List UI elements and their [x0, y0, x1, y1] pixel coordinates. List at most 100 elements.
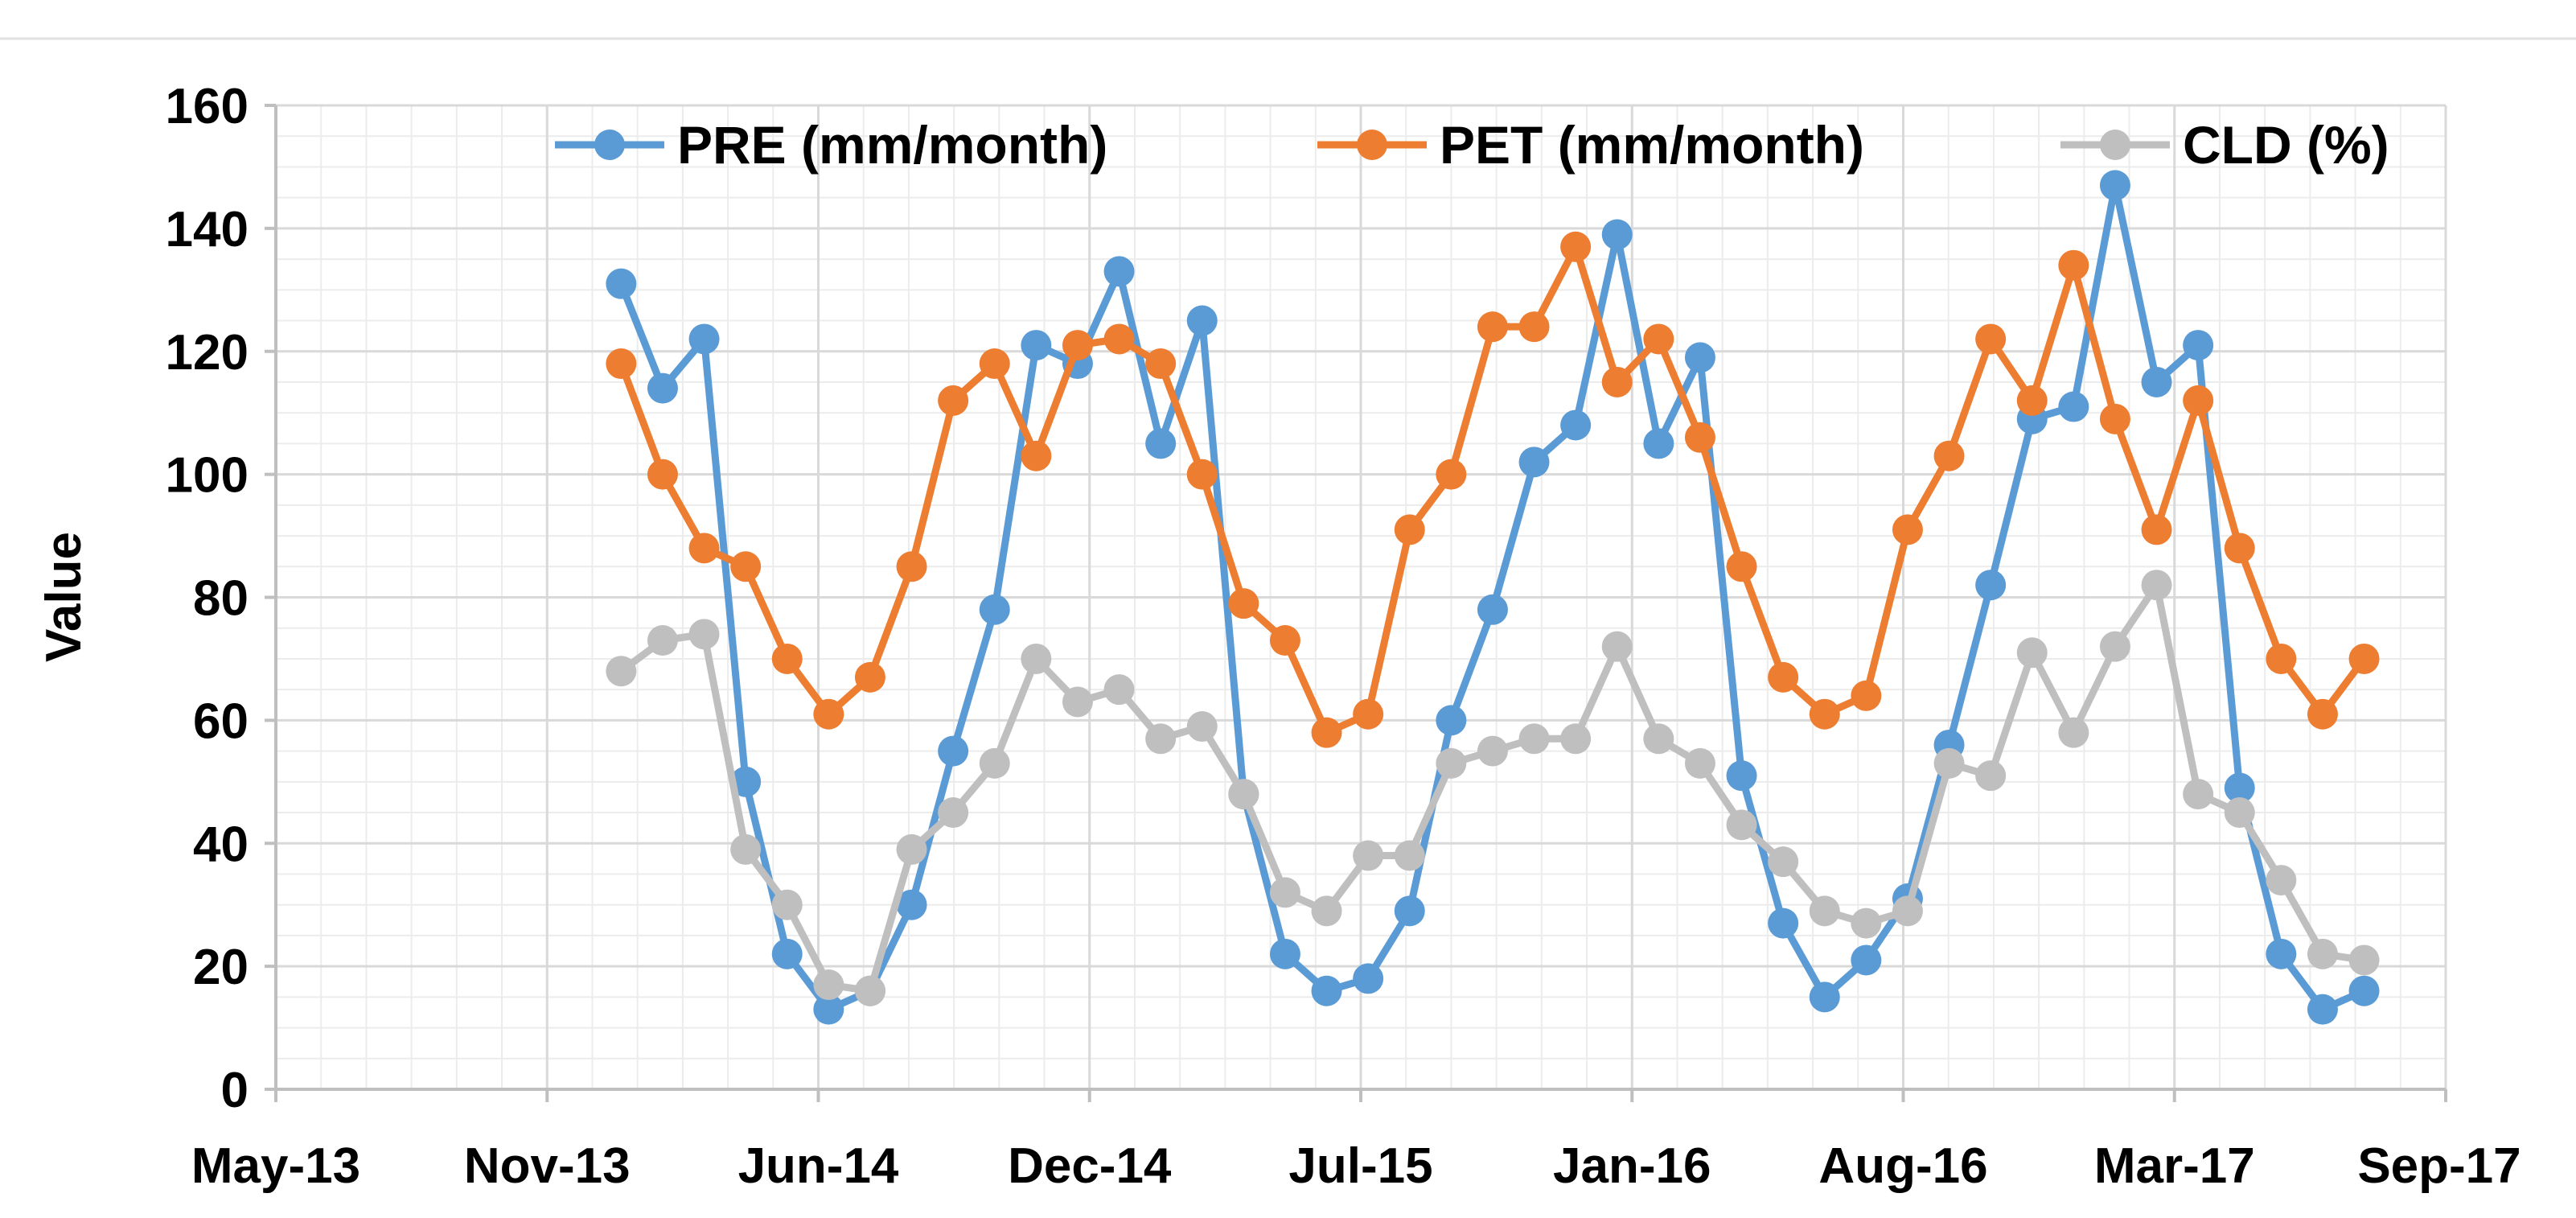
- data-point-cld: [1768, 846, 1799, 878]
- x-tick-labels: May-13 Nov-13 Jun-14 Dec-14 Jul-15 Jan-16 Aug-…: [191, 1138, 2521, 1194]
- data-point-pre: [771, 938, 803, 969]
- data-point-pet: [1726, 551, 1757, 582]
- axes: [265, 104, 2447, 1102]
- data-point-cld: [1560, 723, 1592, 755]
- data-point-cld: [2058, 717, 2089, 748]
- data-point-pet: [2058, 249, 2089, 281]
- data-point-pet: [979, 348, 1010, 380]
- data-point-cld: [1975, 760, 2007, 792]
- data-point-pet: [1768, 661, 1799, 693]
- data-point-pet: [1809, 698, 1840, 730]
- data-point-pet: [2099, 403, 2130, 434]
- legend-marker-pet: [1357, 130, 1387, 160]
- data-point-cld: [730, 833, 762, 865]
- legend-label-pre: PRE (mm/month): [677, 115, 1107, 175]
- data-point-cld: [979, 747, 1010, 779]
- data-point-pet: [1103, 323, 1135, 355]
- series-cld: [606, 570, 2380, 1006]
- data-point-cld: [1892, 895, 1923, 927]
- data-point-pet: [647, 459, 678, 490]
- data-point-pet: [2348, 643, 2380, 674]
- data-point-cld: [1809, 895, 1840, 927]
- x-tick-label: Sep-17: [2357, 1138, 2521, 1194]
- data-point-pet: [1892, 514, 1923, 545]
- legend-label-pet: PET (mm/month): [1440, 115, 1864, 175]
- data-point-pre: [1518, 446, 1550, 478]
- data-point-pre: [606, 268, 637, 299]
- data-point-cld: [2266, 865, 2297, 896]
- data-point-pre: [730, 766, 762, 797]
- data-point-pet: [2224, 533, 2255, 564]
- y-tick-label: 20: [193, 940, 249, 995]
- data-point-pet: [938, 385, 969, 416]
- data-point-pre: [688, 323, 720, 355]
- data-point-pre: [1601, 219, 1633, 250]
- data-point-pre: [2266, 938, 2297, 969]
- data-point-cld: [813, 969, 844, 1001]
- data-point-cld: [2348, 944, 2380, 976]
- y-axis-title: Value: [36, 532, 92, 662]
- data-point-pet: [1684, 422, 1715, 453]
- data-point-pet: [1851, 680, 1882, 711]
- data-point-cld: [1186, 711, 1218, 743]
- data-point-pet: [1477, 311, 1508, 343]
- data-point-pre: [1311, 975, 1342, 1006]
- data-point-pre: [1560, 409, 1592, 441]
- data-point-pre: [2224, 772, 2255, 804]
- data-point-cld: [647, 625, 678, 656]
- legend-item-pet: PET (mm/month): [1317, 115, 1864, 175]
- data-point-pre: [2183, 330, 2214, 361]
- legend-item-pre: PRE (mm/month): [555, 115, 1107, 175]
- data-point-pet: [730, 551, 762, 582]
- data-point-pet: [1353, 698, 1384, 730]
- data-point-cld: [771, 889, 803, 920]
- series-pet: [606, 231, 2380, 748]
- data-point-cld: [1394, 840, 1425, 871]
- data-point-pre: [1477, 594, 1508, 625]
- data-point-pet: [1394, 514, 1425, 545]
- series-pre: [606, 170, 2380, 1025]
- y-tick-label: 80: [193, 571, 249, 627]
- data-point-pet: [1975, 323, 2007, 355]
- data-point-pre: [1145, 428, 1177, 459]
- data-point-pre: [1186, 305, 1218, 336]
- x-tick-label: Aug-16: [1818, 1138, 1987, 1194]
- data-point-cld: [1311, 895, 1342, 927]
- data-point-pre: [813, 994, 844, 1025]
- data-point-pet: [1186, 459, 1218, 490]
- data-point-cld: [1851, 907, 1882, 939]
- data-point-pet: [2141, 514, 2172, 545]
- data-point-cld: [1726, 809, 1757, 841]
- data-point-pre: [1684, 342, 1715, 373]
- data-point-pet: [896, 551, 927, 582]
- data-point-pre: [1643, 428, 1674, 459]
- y-tick-label: 40: [193, 817, 249, 872]
- y-tick-label: 60: [193, 693, 249, 749]
- data-point-cld: [1933, 747, 1965, 779]
- y-tick-label: 140: [166, 202, 249, 257]
- data-point-pre: [1353, 963, 1384, 994]
- data-point-cld: [1021, 643, 1052, 674]
- data-point-cld: [2224, 797, 2255, 829]
- data-point-pet: [1228, 588, 1259, 619]
- data-point-cld: [1601, 631, 1633, 662]
- data-point-pet: [688, 533, 720, 564]
- data-point-cld: [896, 833, 927, 865]
- data-point-pet: [1560, 231, 1592, 262]
- data-point-pet: [771, 643, 803, 674]
- data-point-cld: [1103, 674, 1135, 706]
- legend: PRE (mm/month) PET (mm/month) CLD (%): [555, 115, 2389, 175]
- data-point-cld: [938, 797, 969, 829]
- y-tick-label: 0: [221, 1063, 249, 1118]
- y-tick-label: 100: [166, 448, 249, 504]
- data-point-pre: [979, 594, 1010, 625]
- data-point-pre: [1726, 760, 1757, 792]
- data-point-pre: [1436, 705, 1467, 736]
- x-tick-label: May-13: [191, 1138, 360, 1194]
- x-tick-label: Jun-14: [738, 1138, 899, 1194]
- data-point-cld: [1436, 747, 1467, 779]
- data-point-cld: [2141, 570, 2172, 601]
- x-tick-label: Jul-15: [1288, 1138, 1432, 1194]
- legend-label-cld: CLD (%): [2183, 115, 2389, 175]
- data-point-pet: [813, 698, 844, 730]
